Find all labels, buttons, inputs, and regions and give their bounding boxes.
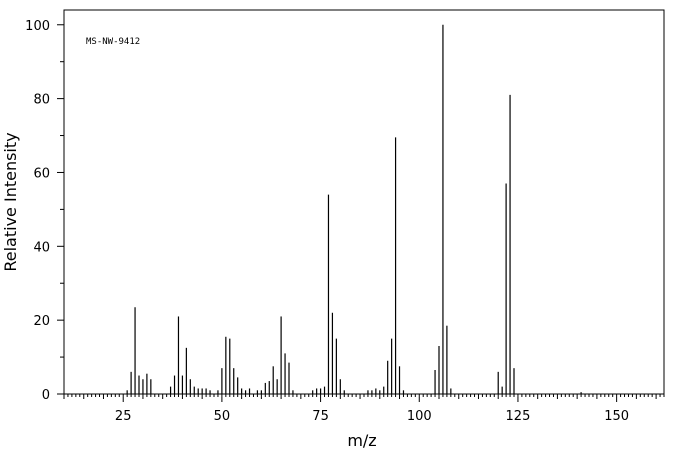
x-tick-label: 50	[214, 409, 231, 424]
y-tick-label: 40	[33, 240, 50, 255]
y-tick-label: 100	[25, 19, 50, 34]
x-tick-label: 75	[312, 409, 329, 424]
x-tick-label: 150	[604, 409, 629, 424]
x-tick-label: 100	[407, 409, 432, 424]
y-tick-label: 60	[33, 166, 50, 181]
x-tick-label: 25	[115, 409, 132, 424]
y-tick-label: 20	[33, 314, 50, 329]
y-tick-label: 0	[42, 388, 50, 403]
x-axis-label: m/z	[347, 431, 376, 450]
x-axis: 25 50 75 100 125 150	[63, 394, 665, 424]
x-tick-label: 125	[506, 409, 531, 424]
y-tick-label: 80	[33, 93, 50, 108]
plot-frame	[63, 9, 665, 395]
y-axis: 0 20 40 60 80 100	[25, 19, 64, 403]
spectrum-id-annotation: MS-NW-9412	[86, 37, 140, 47]
peak-series	[126, 24, 582, 394]
y-axis-label: Relative Intensity	[1, 132, 20, 271]
